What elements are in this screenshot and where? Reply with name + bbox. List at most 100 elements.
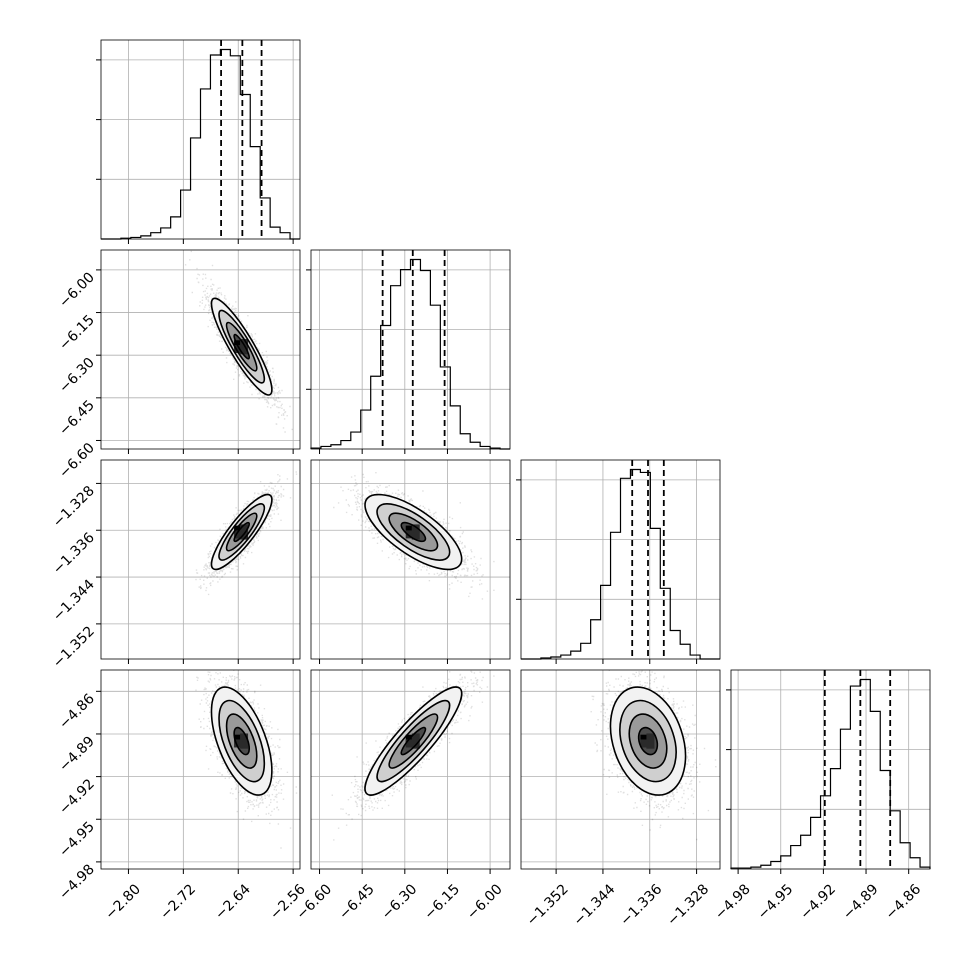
panel-content xyxy=(311,460,510,659)
y-tick-label: −4.98 xyxy=(56,861,98,903)
x-tick-label: −6.00 xyxy=(464,881,506,923)
panel-frame xyxy=(310,669,511,870)
density-peak xyxy=(240,339,249,348)
panel-frame xyxy=(730,669,931,870)
scatter-panel-4-1 xyxy=(96,669,301,874)
density-peak xyxy=(240,524,249,533)
density-peak xyxy=(234,530,243,539)
density-peak xyxy=(640,734,649,743)
histogram-steps xyxy=(310,258,510,450)
scatter-panel-4-2 xyxy=(310,669,511,874)
y-tick-label: −4.86 xyxy=(56,691,98,733)
x-tick-label: −1.352 xyxy=(524,881,572,929)
x-tick-label: −4.89 xyxy=(840,881,882,923)
y-tick-label: −4.92 xyxy=(56,776,98,818)
contour-line xyxy=(225,713,258,769)
x-tick-label: −6.45 xyxy=(336,881,378,923)
x-tick-label: −4.86 xyxy=(883,881,925,923)
panel-frame xyxy=(310,459,511,660)
contour-line xyxy=(388,512,439,552)
contour-line xyxy=(376,503,451,561)
contour-line xyxy=(619,699,677,783)
panel-content xyxy=(101,670,300,869)
histogram-panel-2 xyxy=(306,249,511,454)
y-tick-label: −4.95 xyxy=(56,819,98,861)
panel-frame xyxy=(100,39,301,240)
density-peak xyxy=(405,530,414,539)
scatter-panel-4-3 xyxy=(520,669,721,874)
contour-line xyxy=(628,713,668,769)
x-tick-label: −1.336 xyxy=(617,881,665,929)
contour-line xyxy=(210,493,273,571)
scatter-panel-2-1 xyxy=(96,249,301,454)
y-tick-label: −6.60 xyxy=(56,440,98,482)
x-tick-label: −2.72 xyxy=(157,881,199,923)
panel-frame xyxy=(520,459,721,660)
x-tick-label: −6.15 xyxy=(421,881,463,923)
scatter-panel-3-1 xyxy=(96,459,301,664)
y-tick-label: −4.89 xyxy=(56,733,98,775)
contour-line xyxy=(233,333,251,360)
histogram-steps xyxy=(101,48,300,240)
panel-frame xyxy=(100,249,301,450)
panel-frame xyxy=(100,669,301,870)
scatter-panel-3-2 xyxy=(310,459,511,664)
contour-line xyxy=(225,321,258,372)
histogram-steps xyxy=(521,468,720,660)
panel-content xyxy=(101,460,300,659)
y-tick-label: −6.45 xyxy=(56,397,98,439)
contour-line xyxy=(218,309,266,384)
contour-line xyxy=(210,686,273,796)
density-peak xyxy=(405,739,414,748)
panel-frame xyxy=(520,669,721,870)
histogram-steps xyxy=(730,678,931,869)
contour-line xyxy=(400,521,427,543)
contour-line xyxy=(364,686,463,796)
contour-line xyxy=(225,512,258,552)
y-tick-label: −6.15 xyxy=(56,312,98,354)
x-tick-label: −4.95 xyxy=(755,881,797,923)
x-tick-label: −4.98 xyxy=(712,881,754,923)
density-peak xyxy=(240,733,249,742)
x-tick-label: −2.64 xyxy=(212,881,254,923)
contour-line xyxy=(364,493,463,571)
density-peak xyxy=(411,524,420,533)
density-peak xyxy=(405,525,414,534)
density-peak xyxy=(411,733,420,742)
contour-line xyxy=(637,726,659,756)
contour-line xyxy=(210,297,273,396)
density-peak xyxy=(640,739,649,748)
contour-line xyxy=(233,521,251,543)
contour-line xyxy=(233,726,251,756)
x-tick-label: −1.328 xyxy=(664,881,712,929)
density-peak xyxy=(234,345,243,354)
histogram-panel-3 xyxy=(516,459,721,664)
contour-line xyxy=(218,699,266,783)
density-peak xyxy=(646,733,655,742)
density-peak xyxy=(646,740,655,749)
density-peak xyxy=(234,525,243,534)
y-tick-label: −1.328 xyxy=(50,483,98,531)
contour-line xyxy=(400,726,427,756)
density-peak xyxy=(234,739,243,748)
density-peak xyxy=(234,340,243,349)
y-tick-label: −6.00 xyxy=(56,269,98,311)
histogram-panel-4 xyxy=(726,669,931,874)
contour-line xyxy=(376,699,451,783)
density-peak xyxy=(234,734,243,743)
x-tick-label: −2.80 xyxy=(102,881,144,923)
panel-frame xyxy=(100,459,301,660)
density-peak xyxy=(240,346,249,355)
y-tick-label: −6.30 xyxy=(56,355,98,397)
contour-line xyxy=(609,686,687,796)
contour-line xyxy=(388,713,439,769)
panel-frame xyxy=(310,249,511,450)
histogram-panel-1 xyxy=(96,39,301,244)
x-tick-label: −4.92 xyxy=(797,881,839,923)
density-peak xyxy=(240,531,249,540)
panel-content xyxy=(521,670,720,869)
panel-content xyxy=(311,670,510,869)
density-peak xyxy=(240,740,249,749)
y-tick-label: −1.344 xyxy=(50,577,98,625)
